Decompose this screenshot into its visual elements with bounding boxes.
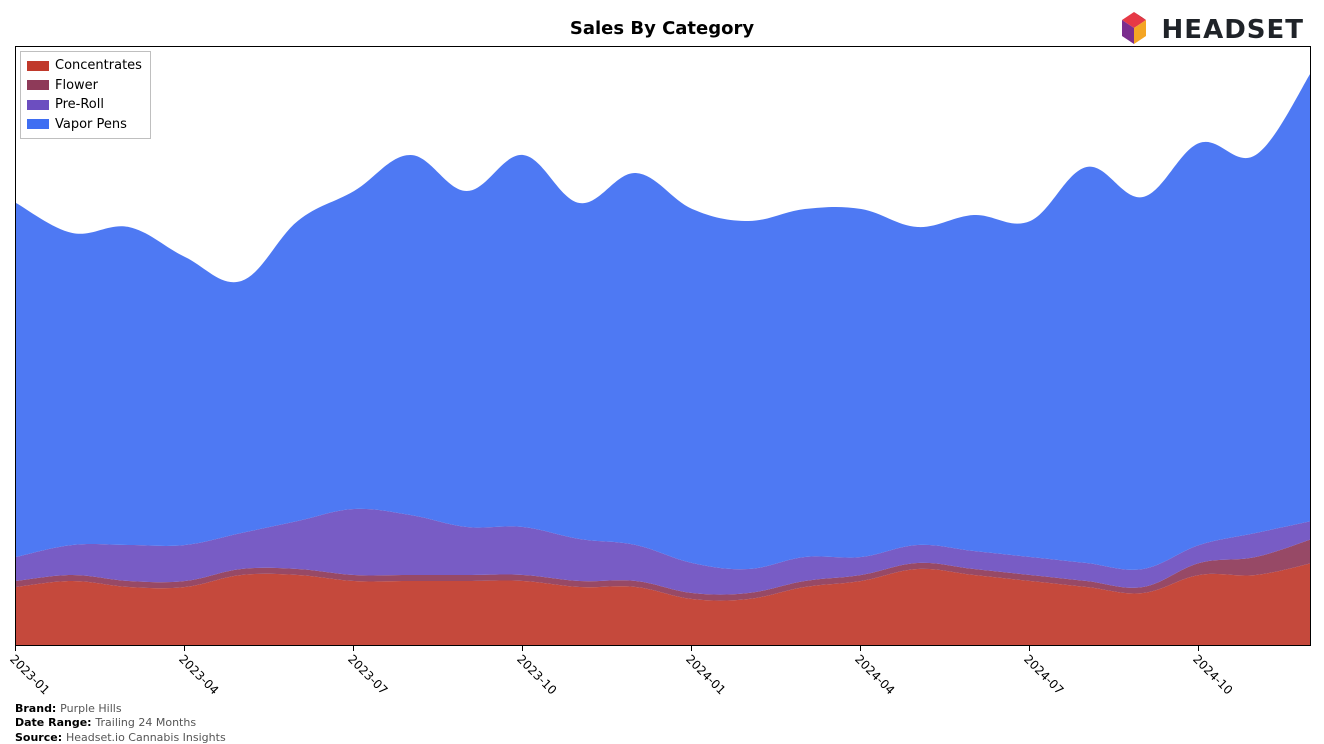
legend-label: Concentrates	[55, 56, 142, 76]
meta-row: Brand: Purple Hills	[15, 702, 226, 716]
chart-container: Sales By Category HEADSET ConcentratesFl…	[0, 0, 1324, 744]
x-tick-mark	[1029, 646, 1030, 651]
legend-swatch	[27, 100, 49, 110]
meta-row: Date Range: Trailing 24 Months	[15, 716, 226, 730]
x-tick-label: 2023-04	[176, 652, 221, 697]
legend-label: Flower	[55, 76, 98, 96]
x-tick-label: 2024-01	[683, 652, 728, 697]
x-tick-mark	[353, 646, 354, 651]
meta-value: Trailing 24 Months	[95, 716, 196, 729]
area-vapor-pens	[16, 71, 1311, 570]
legend-swatch	[27, 119, 49, 129]
legend-item: Pre-Roll	[27, 95, 142, 115]
x-tick-mark	[1198, 646, 1199, 651]
x-tick-label: 2023-10	[514, 652, 559, 697]
x-tick-label: 2023-07	[345, 652, 390, 697]
headset-logo-text: HEADSET	[1162, 15, 1304, 45]
legend-item: Flower	[27, 76, 142, 96]
plot-area: ConcentratesFlowerPre-RollVapor Pens	[15, 46, 1311, 646]
legend: ConcentratesFlowerPre-RollVapor Pens	[20, 51, 151, 139]
meta-label: Date Range:	[15, 716, 95, 729]
legend-label: Pre-Roll	[55, 95, 104, 115]
x-tick-mark	[522, 646, 523, 651]
x-tick-label: 2024-04	[852, 652, 897, 697]
legend-item: Concentrates	[27, 56, 142, 76]
legend-label: Vapor Pens	[55, 115, 127, 135]
x-tick-label: 2024-10	[1190, 652, 1235, 697]
chart-meta: Brand: Purple HillsDate Range: Trailing …	[15, 702, 226, 744]
x-tick-label: 2024-07	[1021, 652, 1066, 697]
x-tick-mark	[184, 646, 185, 651]
legend-item: Vapor Pens	[27, 115, 142, 135]
legend-swatch	[27, 61, 49, 71]
meta-value: Purple Hills	[60, 702, 121, 715]
x-tick-mark	[860, 646, 861, 651]
meta-label: Brand:	[15, 702, 60, 715]
x-tick-mark	[15, 646, 16, 651]
meta-row: Source: Headset.io Cannabis Insights	[15, 731, 226, 744]
legend-swatch	[27, 80, 49, 90]
stacked-area-svg	[16, 47, 1311, 646]
x-tick-label: 2023-01	[7, 652, 52, 697]
meta-label: Source:	[15, 731, 66, 744]
meta-value: Headset.io Cannabis Insights	[66, 731, 226, 744]
x-tick-mark	[691, 646, 692, 651]
